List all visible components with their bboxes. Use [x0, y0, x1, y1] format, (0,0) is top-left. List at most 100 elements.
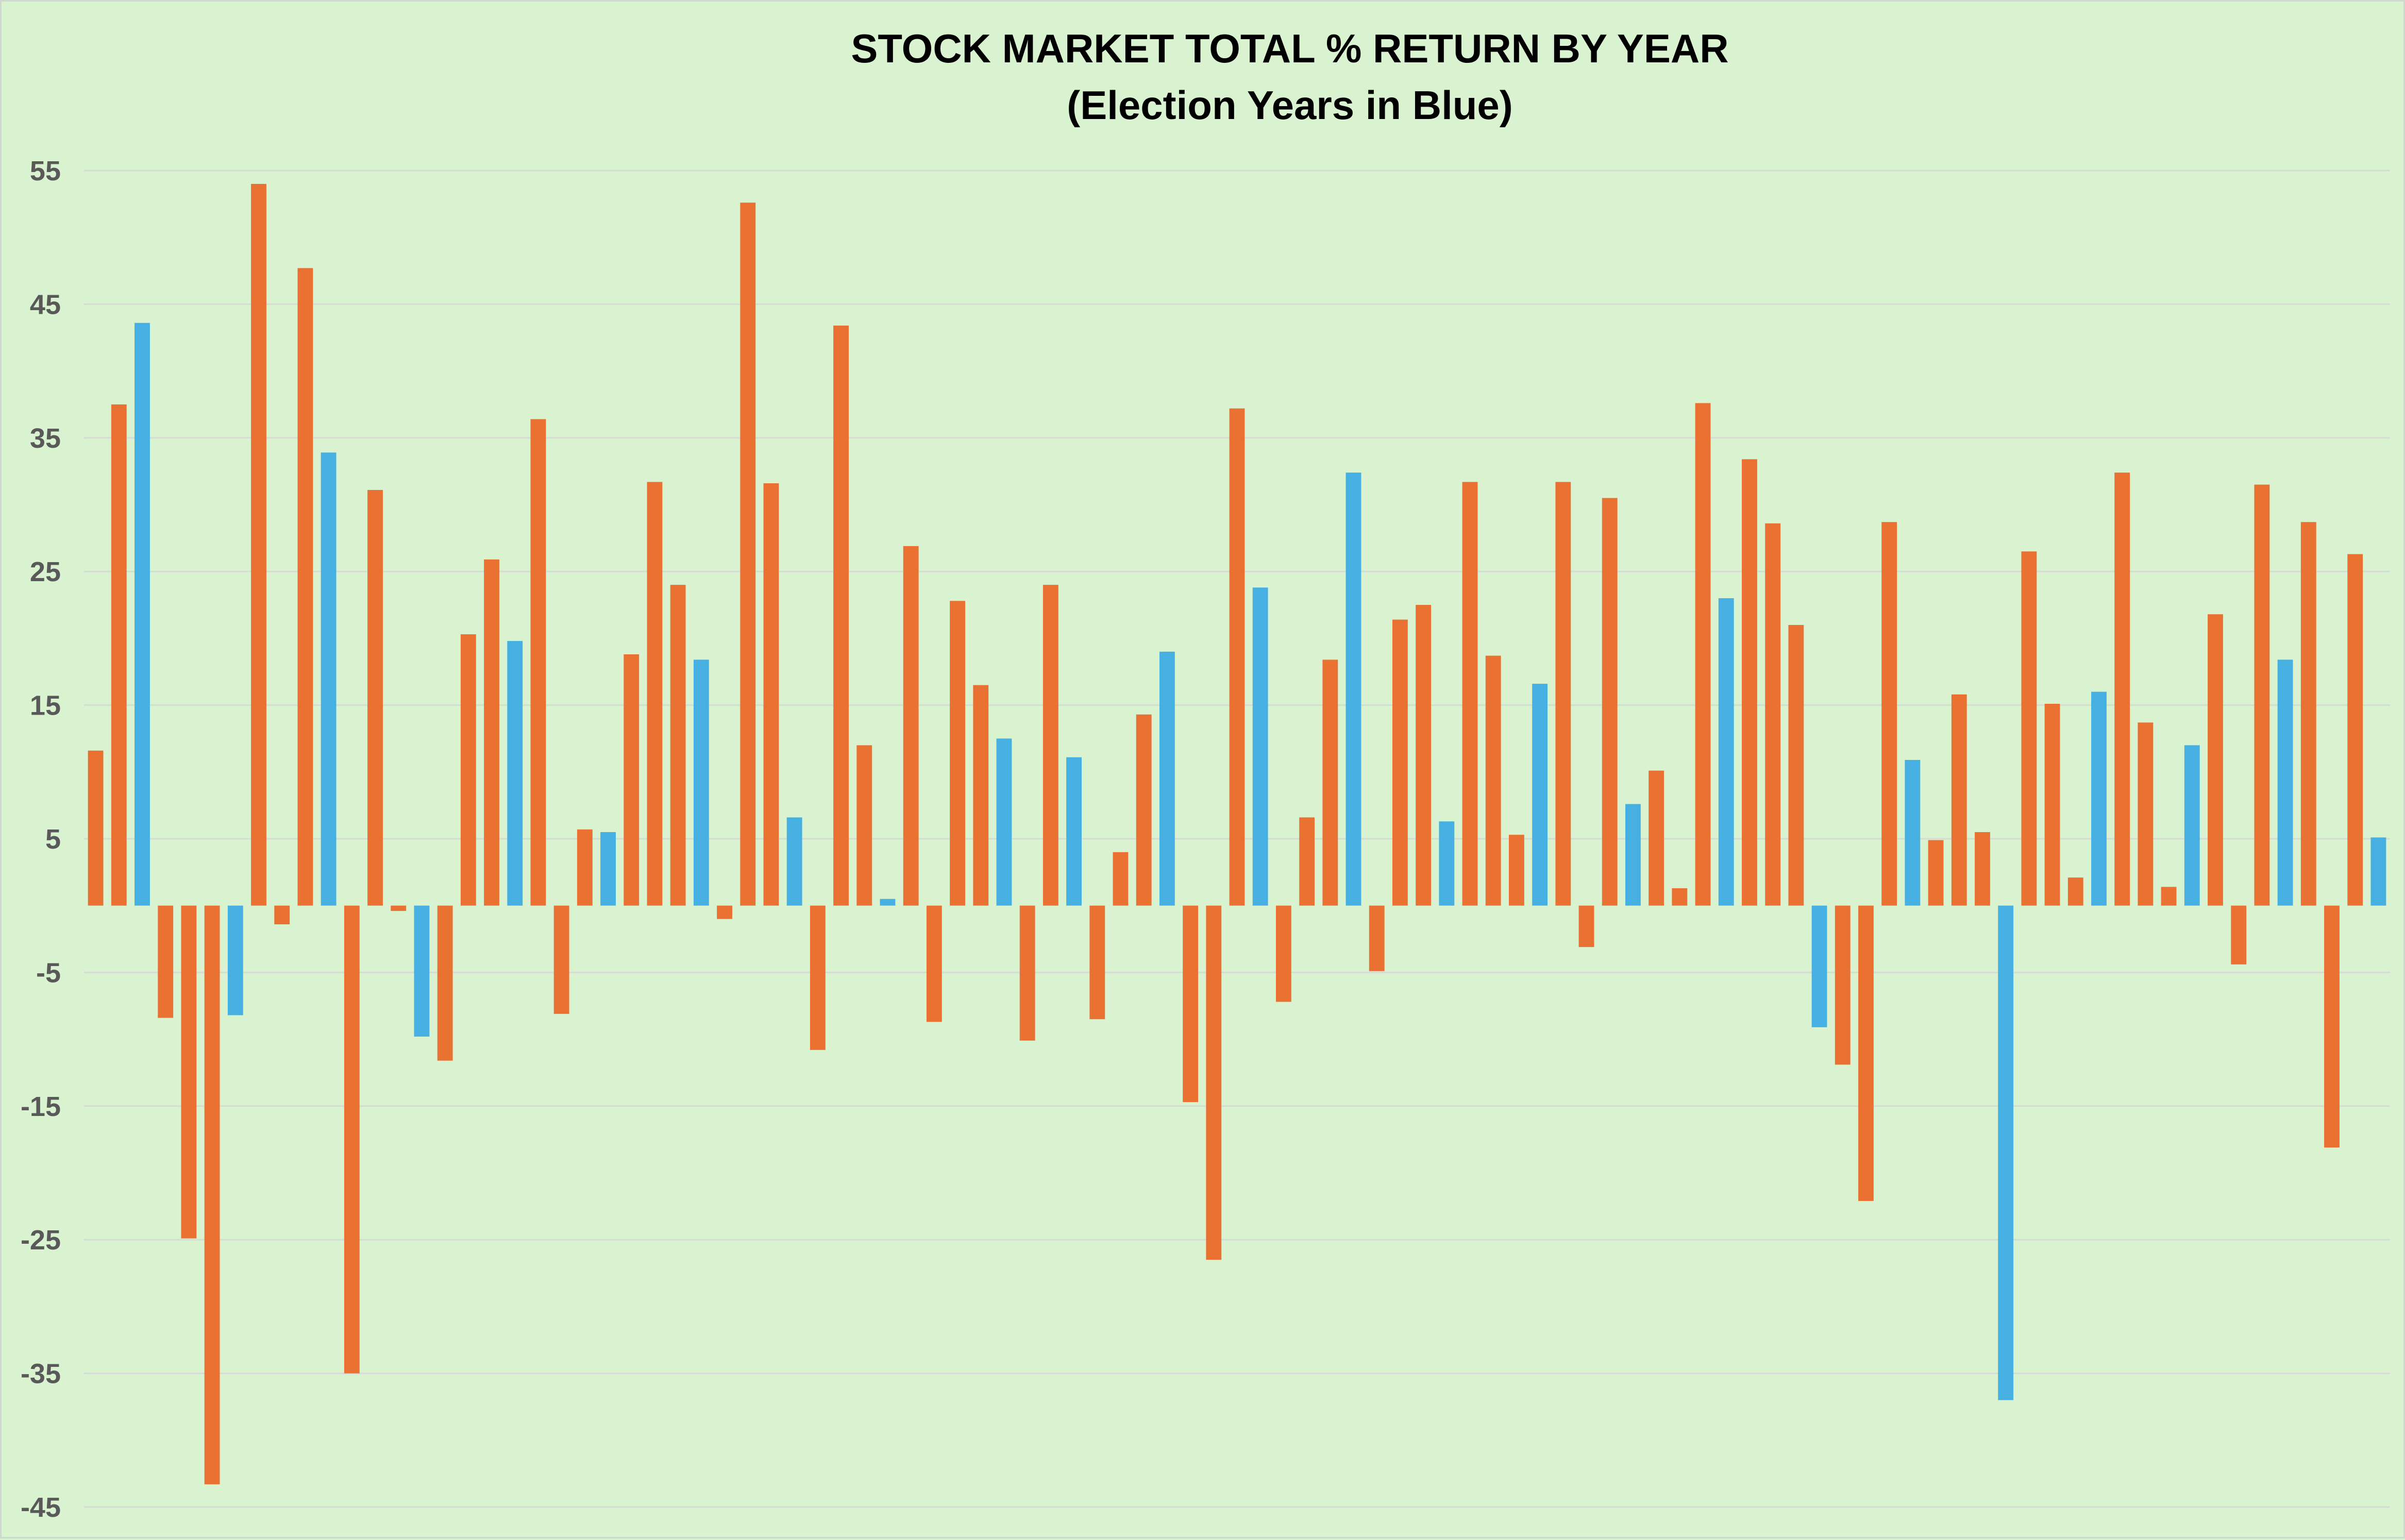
bar-non-election-year: [297, 268, 313, 906]
bar-non-election-year: [1555, 482, 1571, 906]
bar-non-election-year: [1113, 852, 1129, 906]
bar-non-election-year: [88, 750, 104, 906]
bar-non-election-year: [111, 404, 127, 906]
bar-non-election-year: [1788, 624, 1804, 906]
bar-non-election-year: [1765, 523, 1781, 906]
bar-non-election-year: [1416, 605, 1432, 906]
bar-election-year: [786, 817, 802, 906]
bar-non-election-year: [856, 745, 872, 906]
bar-non-election-year: [1742, 459, 1757, 906]
bar-non-election-year: [903, 546, 919, 906]
bar-non-election-year: [1858, 905, 1874, 1201]
bar-non-election-year: [2231, 905, 2247, 964]
y-axis-tick-labels: 55 45 35 25 15 5 -5 -15 -25 -35 -45: [21, 156, 61, 1523]
bar-non-election-year: [1089, 905, 1105, 1020]
bar-non-election-year: [717, 905, 732, 919]
bar-non-election-year: [1881, 522, 1897, 906]
bar-election-year: [507, 641, 523, 906]
bar-election-year: [414, 905, 430, 1037]
bar-non-election-year: [647, 482, 663, 906]
bar-election-year: [600, 832, 616, 906]
bar-non-election-year: [1602, 498, 1618, 906]
bar-non-election-year: [460, 634, 476, 906]
bar-non-election-year: [926, 905, 942, 1022]
bar-non-election-year: [2300, 522, 2316, 906]
y-tick-label: 35: [30, 423, 61, 454]
bar-non-election-year: [1578, 905, 1594, 947]
bar-non-election-year: [251, 183, 266, 906]
bar-non-election-year: [1042, 585, 1058, 906]
bar-non-election-year: [1392, 619, 1408, 906]
bar-election-year: [321, 452, 337, 906]
y-tick-label: 25: [30, 556, 61, 587]
bar-non-election-year: [624, 654, 640, 906]
bar-election-year: [996, 738, 1012, 906]
y-tick-label: 5: [45, 824, 61, 855]
bar-non-election-year: [2254, 484, 2270, 906]
y-tick-label: -45: [21, 1492, 61, 1523]
bar-election-year: [1439, 821, 1455, 906]
bar-election-year: [1066, 757, 1082, 906]
bar-non-election-year: [344, 905, 360, 1374]
bar-non-election-year: [484, 559, 499, 906]
bar-non-election-year: [740, 202, 756, 906]
bar-non-election-year: [1928, 840, 1944, 906]
bar-election-year: [1252, 587, 1268, 906]
bar-election-year: [1998, 905, 2014, 1400]
chart-title: STOCK MARKET TOTAL % RETURN BY YEAR: [851, 26, 1728, 71]
bar-non-election-year: [1369, 905, 1385, 971]
bars: [88, 183, 2386, 1484]
bar-non-election-year: [1275, 905, 1291, 1002]
y-tick-label: -35: [21, 1359, 61, 1390]
bar-non-election-year: [2067, 877, 2083, 906]
bar-election-year: [1346, 472, 1361, 906]
y-tick-label: 45: [30, 289, 61, 320]
bar-election-year: [1718, 598, 1734, 906]
bar-non-election-year: [1322, 659, 1338, 906]
bar-non-election-year: [530, 419, 546, 906]
bar-non-election-year: [1299, 817, 1315, 906]
y-tick-label: 55: [30, 156, 61, 187]
y-tick-label: 15: [30, 690, 61, 721]
bar-election-year: [2277, 659, 2293, 906]
bar-non-election-year: [1509, 835, 1524, 906]
bar-non-election-year: [1229, 408, 1245, 906]
bar-non-election-year: [1462, 482, 1478, 906]
bar-non-election-year: [810, 905, 826, 1050]
bar-non-election-year: [2324, 905, 2340, 1148]
bar-non-election-year: [2347, 554, 2363, 906]
bar-election-year: [1625, 804, 1641, 906]
bar-non-election-year: [1485, 655, 1501, 906]
bar-election-year: [1159, 651, 1175, 906]
bar-non-election-year: [367, 489, 383, 906]
bar-election-year: [693, 659, 709, 906]
bar-non-election-year: [1183, 905, 1199, 1103]
bar-non-election-year: [1975, 832, 1990, 906]
bar-non-election-year: [274, 905, 290, 925]
bar-non-election-year: [950, 601, 965, 906]
bar-election-year: [2184, 745, 2200, 906]
bar-non-election-year: [1672, 888, 1688, 906]
bar-non-election-year: [1019, 905, 1035, 1041]
bar-election-year: [227, 905, 243, 1016]
bar-non-election-year: [1695, 403, 1711, 906]
bar-non-election-year: [1951, 694, 1967, 906]
y-tick-label: -5: [36, 957, 61, 988]
bar-non-election-year: [391, 905, 407, 911]
bar-non-election-year: [553, 905, 569, 1014]
bar-election-year: [1532, 684, 1548, 906]
bar-election-year: [1905, 759, 1921, 906]
bar-non-election-year: [204, 905, 220, 1484]
bar-election-year: [2091, 691, 2107, 906]
bar-non-election-year: [2044, 704, 2060, 906]
bar-non-election-year: [2114, 472, 2130, 906]
y-tick-label: -25: [21, 1225, 61, 1256]
bar-non-election-year: [158, 905, 174, 1018]
bar-election-year: [1811, 905, 1827, 1027]
bar-non-election-year: [1835, 905, 1851, 1065]
bar-non-election-year: [181, 905, 197, 1239]
bar-non-election-year: [2161, 887, 2177, 906]
bar-non-election-year: [1136, 714, 1152, 906]
